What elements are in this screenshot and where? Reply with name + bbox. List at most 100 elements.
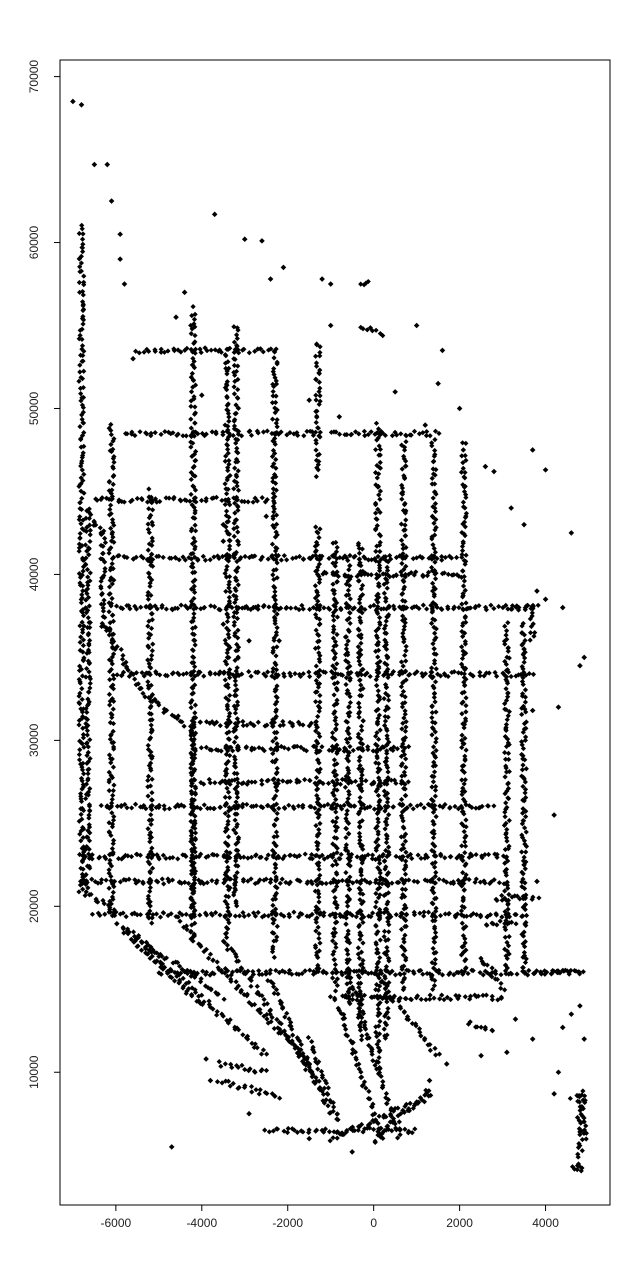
data-point (376, 775, 382, 781)
data-point (523, 795, 529, 801)
data-point (383, 964, 390, 970)
data-point (385, 796, 391, 802)
data-point (246, 912, 252, 918)
data-point (259, 971, 265, 978)
data-point (134, 912, 140, 918)
data-point (523, 672, 529, 678)
data-point (98, 585, 104, 591)
data-point (357, 1024, 363, 1030)
data-point (231, 423, 238, 429)
data-point (504, 717, 510, 723)
data-point (384, 733, 390, 739)
data-point (330, 560, 336, 566)
data-point (383, 1011, 389, 1017)
data-point (377, 937, 383, 943)
data-point (328, 805, 334, 811)
data-point (85, 658, 91, 664)
data-point (330, 938, 336, 944)
data-point (357, 799, 363, 805)
data-point (402, 786, 408, 792)
data-point (334, 631, 340, 638)
data-point (331, 591, 337, 597)
data-point (145, 592, 151, 599)
data-point (106, 752, 113, 758)
data-point (225, 499, 232, 505)
data-point (78, 740, 84, 746)
data-point (236, 350, 242, 356)
data-point (321, 910, 327, 916)
data-point (272, 493, 278, 500)
data-point (498, 972, 504, 978)
data-point (211, 805, 217, 812)
data-point (406, 968, 412, 974)
data-point (382, 660, 388, 666)
data-point (215, 747, 221, 753)
data-point (384, 901, 390, 907)
data-point (261, 996, 267, 1003)
data-point (77, 580, 83, 586)
data-point (79, 696, 85, 703)
data-point (358, 593, 364, 600)
data-point (310, 604, 317, 611)
data-point (226, 461, 232, 467)
data-point (87, 830, 93, 836)
data-point (332, 604, 338, 610)
data-point (274, 417, 280, 423)
data-point (313, 719, 319, 725)
data-point (317, 344, 323, 350)
data-point (98, 542, 104, 549)
data-point (384, 836, 390, 842)
data-point (234, 699, 241, 705)
data-point (522, 757, 528, 763)
data-point (85, 792, 91, 798)
data-point (346, 996, 352, 1002)
data-point (439, 553, 445, 560)
data-point (383, 1022, 390, 1028)
data-point (357, 897, 363, 903)
data-point (260, 349, 266, 355)
data-point (384, 704, 390, 710)
data-point (145, 521, 151, 527)
data-point (331, 656, 337, 662)
data-point (161, 349, 168, 355)
data-point (102, 614, 108, 621)
data-point (149, 920, 155, 926)
data-point (240, 780, 246, 786)
data-point (401, 566, 407, 573)
data-point (202, 910, 209, 916)
data-point (402, 728, 409, 734)
data-point (200, 968, 206, 974)
data-point (365, 557, 372, 563)
data-point (482, 852, 488, 858)
data-point (448, 996, 454, 1003)
data-point (459, 628, 465, 635)
data-point (99, 620, 105, 627)
data-point (399, 857, 405, 863)
data-point (400, 688, 407, 695)
data-point (99, 495, 105, 501)
data-point (102, 535, 108, 542)
data-point (231, 356, 237, 362)
data-point (295, 432, 301, 439)
data-point (189, 697, 195, 704)
data-point (261, 671, 267, 677)
data-point (192, 682, 198, 688)
data-point (222, 481, 228, 487)
data-point (308, 556, 314, 562)
data-point (373, 890, 379, 897)
data-point (316, 760, 322, 766)
data-point (374, 605, 380, 612)
data-point (458, 952, 465, 958)
data-point (372, 527, 379, 533)
data-point (523, 709, 529, 715)
data-point (174, 715, 180, 722)
data-point (520, 806, 526, 812)
data-point (231, 426, 238, 432)
data-point (76, 699, 82, 706)
data-point (79, 619, 85, 625)
data-point (80, 301, 86, 307)
data-point (255, 1007, 261, 1013)
data-point (459, 843, 465, 849)
data-point (190, 938, 196, 944)
data-point (504, 788, 510, 794)
